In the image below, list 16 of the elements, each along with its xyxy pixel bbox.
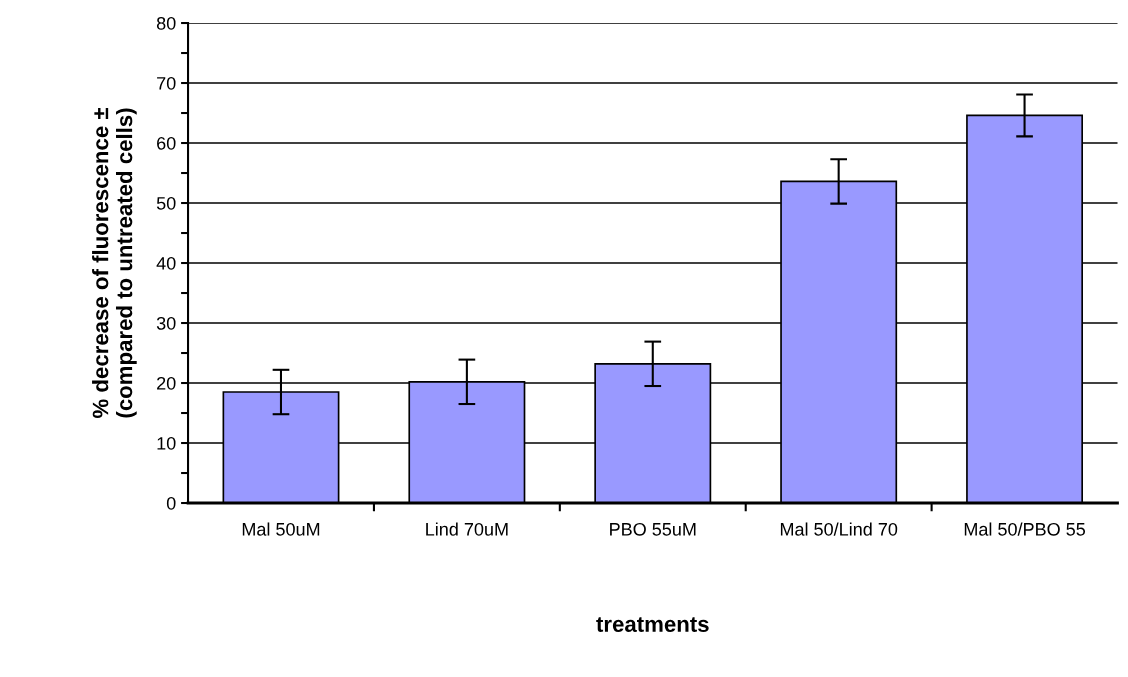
y-tick-label: 30 — [156, 316, 176, 330]
x-tick-label: PBO 55uM — [610, 522, 696, 536]
y-tick-label: 70 — [157, 76, 176, 90]
y-tick-label: 0 — [166, 496, 176, 510]
x-tick-label: Mal 50uM — [242, 522, 320, 536]
y-tick-label: 60 — [157, 136, 176, 150]
x-tick-label: Mal 50/Lind 70 — [780, 522, 898, 536]
y-tick-label: 80 — [156, 16, 176, 30]
x-tick-label: Lind 70uM — [426, 522, 508, 536]
x-axis-title: treatments — [596, 617, 709, 632]
y-tick-label: 10 — [157, 436, 176, 450]
y-axis-title: % decrease of fluorescence ± (compared to untreated cells) — [92, 107, 137, 418]
x-tick-label: Mal 50/PBO 55 — [964, 522, 1086, 536]
y-tick-label: 50 — [156, 196, 176, 210]
y-tick-label: 20 — [157, 376, 176, 390]
y-tick-label: 40 — [156, 256, 176, 270]
